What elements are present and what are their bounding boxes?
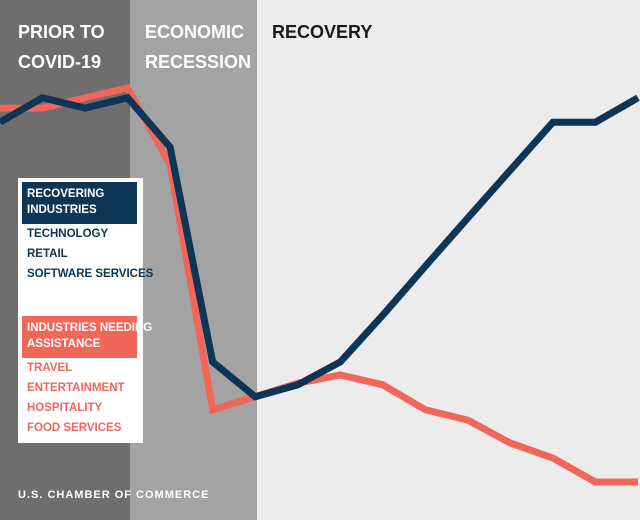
legend-item: SOFTWARE SERVICES xyxy=(27,268,154,280)
legend-item: TRAVEL xyxy=(27,362,72,374)
phase-panel xyxy=(257,0,640,520)
legend-item: FOOD SERVICES xyxy=(27,422,122,434)
source: U.S. CHAMBER OF COMMERCE xyxy=(18,489,209,501)
legend-entry: INDUSTRIES NEEDING xyxy=(27,322,152,334)
legend-header xyxy=(22,316,137,358)
legend-item: TECHNOLOGY xyxy=(27,228,108,240)
phase-label: ECONOMIC xyxy=(145,22,244,42)
phase-label: COVID-19 xyxy=(18,52,101,72)
legend-item: HOSPITALITY xyxy=(27,402,103,414)
phase-label: RECOVERY xyxy=(272,22,372,42)
legend-entry: INDUSTRIES xyxy=(27,204,97,216)
legend-entry: ASSISTANCE xyxy=(27,338,101,350)
legend-header xyxy=(22,182,137,224)
phase-label: PRIOR TO xyxy=(18,22,105,42)
legend-item: ENTERTAINMENT xyxy=(27,382,125,394)
legend-item: RETAIL xyxy=(27,248,68,260)
series-line xyxy=(0,83,638,486)
series-line xyxy=(0,93,640,401)
legend-entry: RECOVERING xyxy=(27,188,104,200)
phase-label: RECESSION xyxy=(145,52,251,72)
